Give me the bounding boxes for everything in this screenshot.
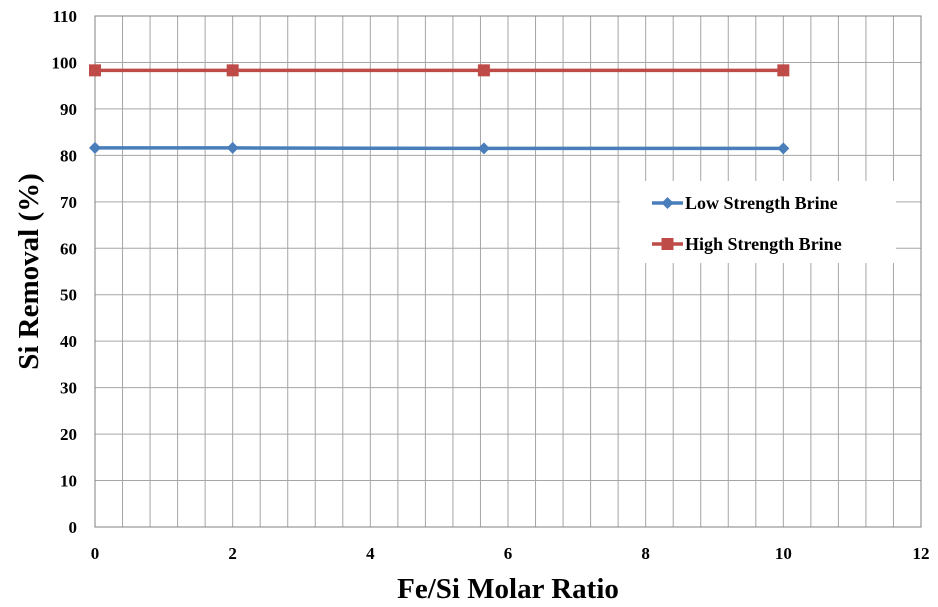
data-point — [226, 64, 239, 77]
x-tick-label: 0 — [91, 544, 100, 563]
y-tick-label: 20 — [60, 425, 77, 444]
y-tick-label: 110 — [52, 7, 77, 26]
series-layer — [89, 64, 790, 155]
legend-item: High Strength Brine — [652, 234, 842, 254]
legend-marker — [661, 197, 674, 209]
x-tick-label: 4 — [366, 544, 375, 563]
data-point — [89, 64, 101, 77]
y-tick-label: 40 — [60, 332, 77, 351]
x-tick-label: 10 — [775, 544, 792, 563]
y-tick-label: 60 — [60, 239, 77, 258]
x-tick-label: 8 — [641, 544, 650, 563]
y-tick-label: 70 — [60, 193, 77, 212]
legend-label: High Strength Brine — [685, 234, 842, 254]
legend-label: Low Strength Brine — [685, 193, 838, 213]
y-axis-title: Si Removal (%) — [13, 173, 45, 370]
x-tick-label: 12 — [913, 544, 930, 563]
data-point — [777, 64, 790, 77]
data-point — [89, 141, 101, 154]
x-axis-title: Fe/Si Molar Ratio — [397, 573, 619, 605]
y-tick-label: 80 — [60, 146, 77, 165]
y-tick-label: 90 — [60, 100, 77, 119]
y-tick-label: 50 — [60, 286, 77, 305]
y-axis-ticks: 0 10 20 30 40 50 60 70 80 90 100 110 — [52, 7, 78, 537]
data-point — [226, 141, 239, 154]
data-point — [777, 142, 790, 155]
x-tick-label: 2 — [228, 544, 237, 563]
y-tick-label: 0 — [69, 518, 78, 537]
legend-item: Low Strength Brine — [652, 193, 838, 213]
legend: Low Strength Brine High Strength Brine — [620, 181, 896, 263]
plot-area — [94, 15, 922, 528]
y-tick-label: 10 — [60, 472, 77, 491]
legend-marker — [661, 238, 674, 250]
y-tick-label: 100 — [52, 53, 78, 72]
series-low-strength-brine — [89, 141, 790, 155]
series-high-strength-brine — [89, 64, 790, 77]
data-point — [477, 142, 490, 155]
data-point — [477, 64, 490, 77]
x-axis-ticks: 0 2 4 6 8 10 12 — [91, 544, 930, 563]
y-tick-label: 30 — [60, 379, 77, 398]
grid-lines — [94, 15, 922, 528]
x-tick-label: 6 — [504, 544, 513, 563]
